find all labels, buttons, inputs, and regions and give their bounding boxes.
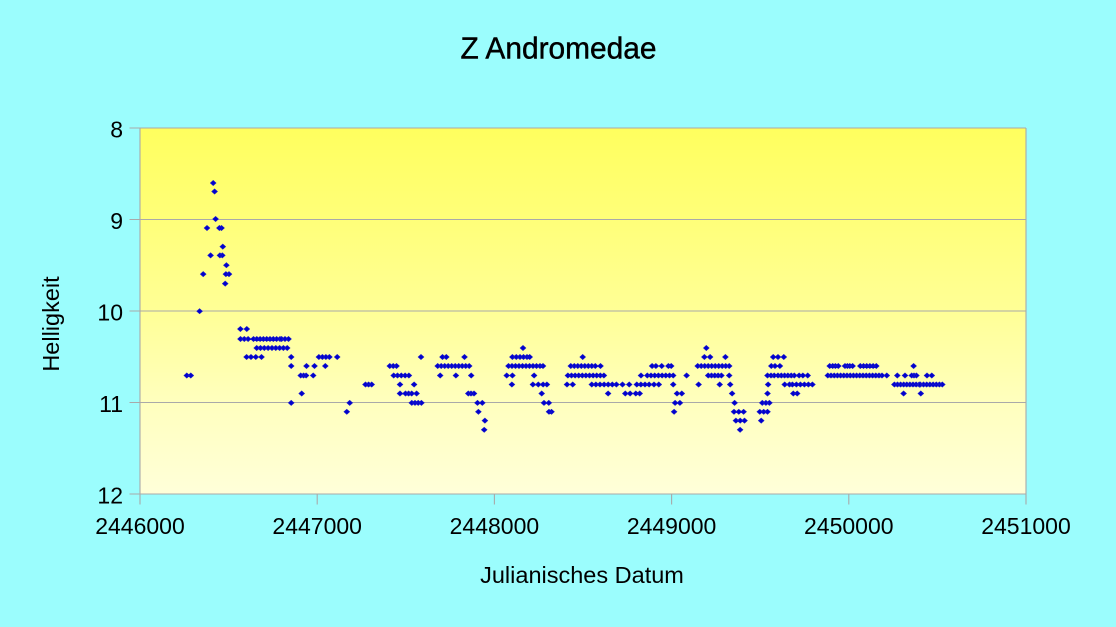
svg-text:9: 9: [110, 208, 123, 234]
svg-text:Julianisches Datum: Julianisches Datum: [480, 562, 684, 588]
svg-text:2450000: 2450000: [804, 513, 894, 539]
svg-text:8: 8: [110, 117, 123, 143]
svg-text:2446000: 2446000: [95, 513, 185, 539]
svg-text:10: 10: [97, 300, 123, 326]
svg-text:2448000: 2448000: [450, 513, 540, 539]
svg-text:11: 11: [99, 391, 123, 417]
svg-text:2447000: 2447000: [272, 513, 362, 539]
svg-text:12: 12: [97, 483, 123, 509]
svg-text:2449000: 2449000: [627, 513, 717, 539]
svg-text:Z Andromedae: Z Andromedae: [461, 31, 657, 66]
svg-text:Helligkeit: Helligkeit: [38, 276, 64, 372]
svg-text:2451000: 2451000: [981, 513, 1071, 539]
